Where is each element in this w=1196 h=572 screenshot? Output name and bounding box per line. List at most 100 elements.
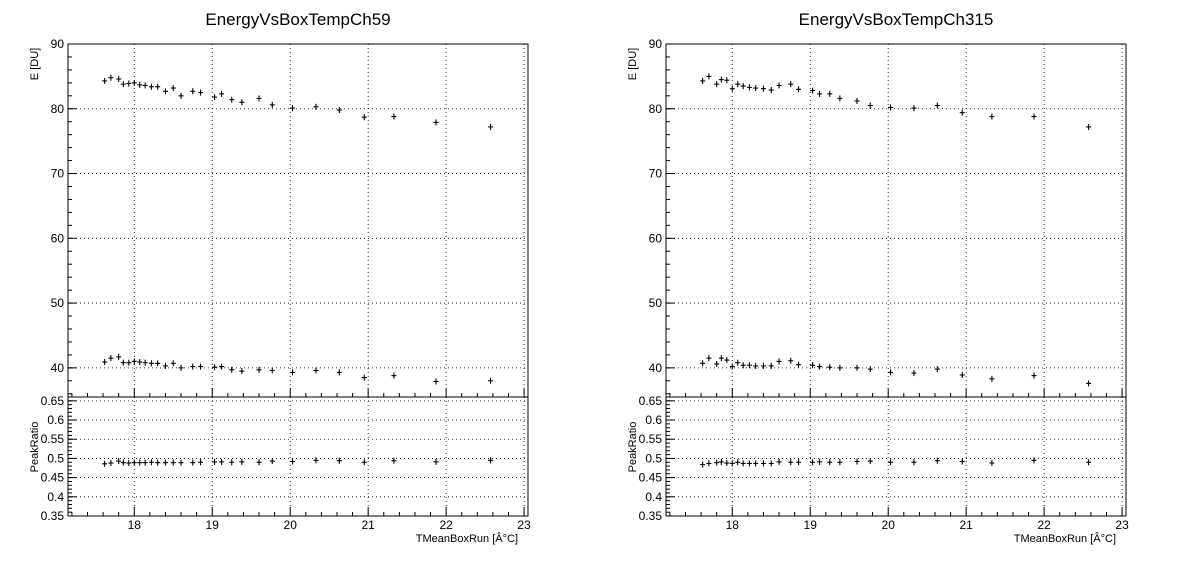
chart-1-peakratio-ylabel: PeakRatio [627, 422, 639, 473]
chart-0-peakratio-series-0-point-19 [256, 459, 262, 466]
chart-1-peakratio-series-0-point-26 [1031, 457, 1037, 464]
chart-1-energy-series-1-point-22 [911, 370, 917, 377]
chart-1-energy-series-1-point-0 [700, 360, 706, 367]
chart-0-xtick-label-5: 23 [517, 518, 531, 532]
chart-1-energy-series-0-point-24 [959, 109, 965, 116]
chart-0-energy-series-1-point-12 [178, 364, 184, 371]
chart-1-peakratio-series-0-point-23 [934, 457, 940, 464]
chart-1-energy-ylabel: E [DU] [627, 48, 639, 80]
chart-1-energy-series-0-point-0 [700, 77, 706, 84]
chart-1-peakratio-series-0-point-19 [854, 458, 860, 465]
chart-0-peakratio-series-0-point-3 [120, 459, 126, 466]
chart-0-peakratio-ytick-label-2: 0.45 [41, 471, 65, 485]
chart-0-peakratio-series-0-point-22 [313, 457, 319, 464]
chart-0-energy-series-0-point-4 [126, 80, 132, 87]
chart-1-energy-series-1-point-18 [837, 364, 843, 371]
chart-1-peakratio-ytick-label-6: 0.65 [639, 394, 663, 408]
chart-0-energy-series-0-point-16 [219, 90, 225, 97]
chart-0-peakratio-series-0-point-0 [102, 460, 108, 467]
chart-1-peakratio-series-0-point-13 [788, 459, 794, 466]
chart-0-title: EnergyVsBoxTempCh59 [205, 10, 390, 29]
chart-1-energy-series-0-point-27 [1086, 123, 1092, 130]
chart-1-peakratio-series-0-point-14 [796, 459, 802, 466]
chart-1-energy-series-0-point-10 [760, 85, 766, 92]
chart-1-peakratio-series-0-point-18 [837, 459, 843, 466]
chart-0-peakratio-series-0-point-11 [170, 459, 176, 466]
chart-1-energy-ytick-label-3: 70 [649, 167, 663, 181]
chart-0-energy-series-0-point-23 [336, 107, 342, 114]
chart-1-energy-series-0-point-25 [989, 113, 995, 120]
chart-1-energy-series-1-point-1 [706, 355, 712, 362]
chart-0-peakratio-series-0-point-10 [162, 459, 168, 466]
chart-0-energy-series-0-point-12 [178, 92, 184, 99]
chart-1-peakratio-series-0-point-20 [867, 458, 873, 465]
chart-1-peakratio-series-0-point-0 [700, 461, 706, 468]
chart-0-energy-series-1-point-3 [120, 359, 126, 366]
chart-1-peakratio-series-0-point-8 [746, 460, 752, 467]
chart-1-energy-frame [665, 43, 1127, 398]
chart-1-peakratio-series-0-point-1 [706, 460, 712, 467]
chart-1-energy-series-1-point-4 [724, 357, 730, 364]
chart-1-peakratio-ytick-label-1: 0.4 [645, 490, 662, 504]
chart-0-peakratio-series-0-point-17 [229, 459, 235, 466]
chart-0-energy-series-0-point-21 [290, 105, 296, 112]
chart-0-peakratio-series-0-point-6 [137, 459, 143, 466]
chart-0-energy-ylabel: E [DU] [29, 48, 41, 80]
chart-0-energy-series-0-point-25 [391, 113, 397, 120]
chart-0-energy-series-0-point-19 [256, 95, 262, 102]
chart-1-peakratio-series-0-point-27 [1086, 459, 1092, 466]
chart-1-energy-series-0-point-22 [911, 105, 917, 112]
chart-1-energy-series-1-point-11 [768, 362, 774, 369]
chart-1-xtick-label-5: 23 [1115, 518, 1129, 532]
chart-0-energy-series-1-point-1 [108, 355, 114, 362]
chart-0-peakratio-series-0-point-15 [212, 458, 218, 465]
chart-0-energy-series-0-point-5 [131, 79, 137, 86]
chart-1-energy-series-0-point-21 [888, 104, 894, 111]
chart-0-energy-ytick-label-0: 40 [51, 361, 65, 375]
chart-0-energy-series-1-point-5 [131, 358, 137, 365]
chart-0-energy-series-1-point-23 [336, 369, 342, 376]
chart-0-energy-series-1-point-21 [290, 369, 296, 376]
chart-0-peakratio-series-0-point-14 [198, 459, 204, 466]
chart-1-energy-series-0-point-14 [796, 86, 802, 93]
chart-1-energy-series-1-point-6 [735, 359, 741, 366]
chart-1-energy-ytick-label-0: 40 [649, 361, 663, 375]
chart-0-peakratio-series-0-point-12 [178, 459, 184, 466]
chart-0-energy-series-0-point-8 [148, 83, 154, 90]
chart-1-xtick-label-0: 18 [726, 518, 740, 532]
chart-0-peakratio-series-0-point-9 [155, 459, 161, 466]
chart-0-energy-ytick-label-5: 90 [51, 37, 65, 51]
chart-1-energy-series-0-point-20 [867, 102, 873, 109]
chart-0-energy-series-0-point-9 [155, 83, 161, 90]
chart-0-peakratio-ytick-label-4: 0.55 [41, 432, 65, 446]
chart-0-energy-series-1-point-15 [212, 364, 218, 371]
chart-1-peakratio-series-0-point-10 [760, 460, 766, 467]
chart-1-energy-series-0-point-17 [827, 90, 833, 97]
chart-1-energy-series-0-point-19 [854, 97, 860, 104]
chart-1-xtick-label-4: 22 [1037, 518, 1051, 532]
chart-1-energy-series-0-point-16 [817, 90, 823, 97]
chart-1-peakratio-series-0-point-24 [959, 458, 965, 465]
chart-1-energy-series-0-point-13 [788, 81, 794, 88]
chart-0-energy-series-1-point-8 [148, 360, 154, 367]
chart-0-energy-series-1-point-19 [256, 366, 262, 373]
chart-1-energy-series-1-point-26 [1031, 372, 1037, 379]
chart-1-energy-series-1-point-16 [817, 363, 823, 370]
chart-1-energy-series-1-point-7 [740, 362, 746, 369]
chart-1-peakratio-series-0-point-3 [718, 458, 724, 465]
chart-1-energy-series-0-point-9 [753, 85, 759, 92]
chart-0-energy-series-0-point-17 [229, 96, 235, 103]
chart-0-peakratio-ytick-label-3: 0.5 [47, 451, 64, 465]
chart-0-peakratio-series-0-point-7 [142, 459, 148, 466]
chart-0-peakratio-series-0-point-8 [148, 459, 154, 466]
chart-0-xtick-label-4: 22 [439, 518, 453, 532]
chart-1-energy-series-1-point-23 [934, 366, 940, 373]
chart-0-peakratio-series-0-point-27 [488, 457, 494, 464]
chart-0-energy-series-1-point-10 [162, 362, 168, 369]
chart-1-energy-series-1-point-24 [959, 371, 965, 378]
chart-1-peakratio-series-0-point-16 [817, 458, 823, 465]
chart-0-energy-series-0-point-26 [433, 119, 439, 126]
chart-1-energy-series-0-point-12 [776, 82, 782, 89]
chart-0-peakratio-series-0-point-1 [108, 460, 114, 467]
chart-0-energy-series-0-point-7 [142, 82, 148, 89]
